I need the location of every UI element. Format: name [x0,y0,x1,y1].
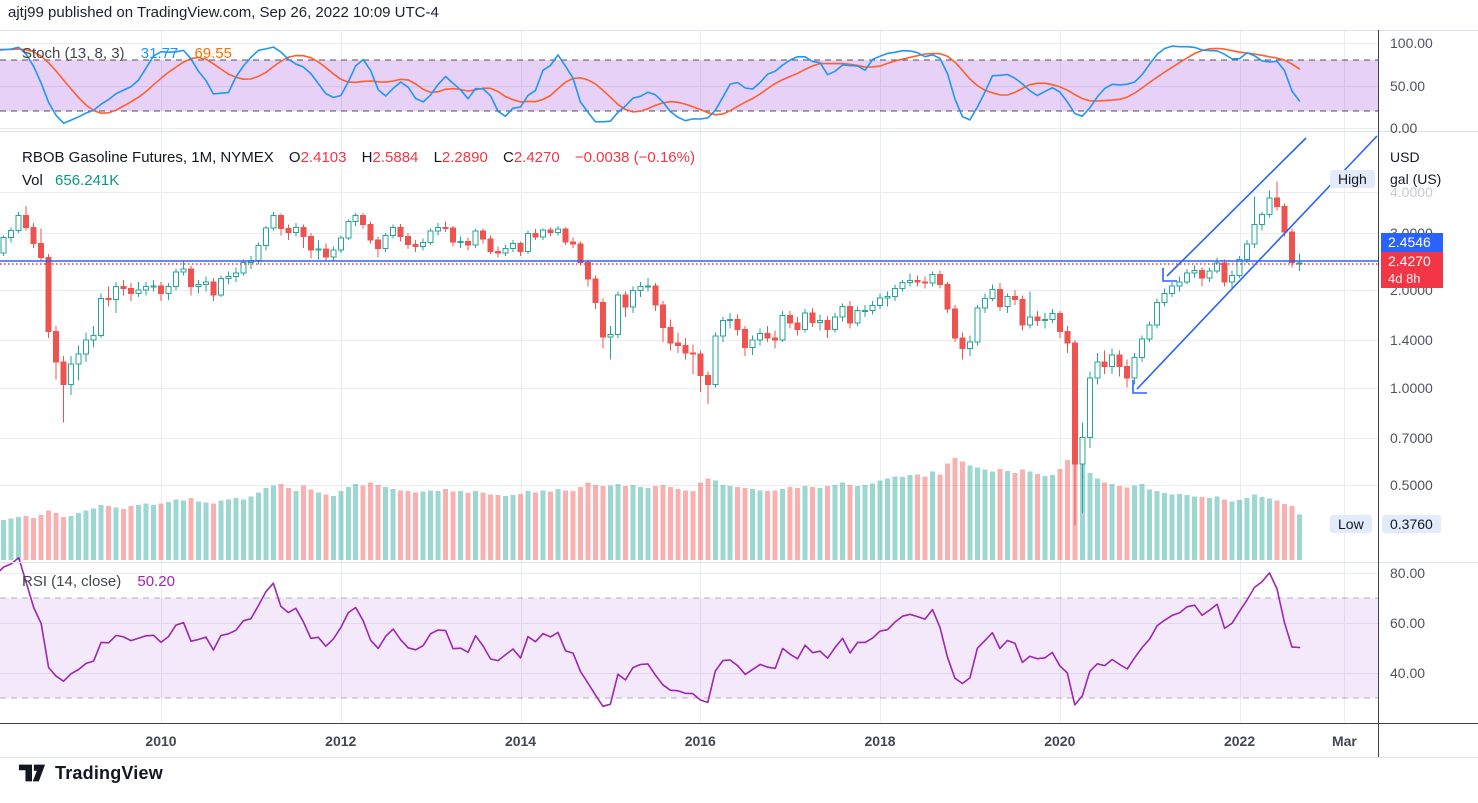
price-badge-alert: 2.4546 [1381,233,1443,252]
high-label: H [361,149,373,166]
symbol-title: RBOB Gasoline Futures, 1M, NYMEX [22,149,274,166]
volume-legend[interactable]: Vol 656.241K [22,172,119,189]
change-value: −0.0038 (−0.16%) [574,149,695,166]
close-value: 2.4270 [513,149,560,166]
symbol-legend[interactable]: RBOB Gasoline Futures, 1M, NYMEX O2.4103… [22,149,695,166]
price-axis-label: 1.4000 [1390,332,1433,349]
rsi-title: RSI (14, close) [22,573,122,590]
high-value: 2.5884 [372,149,419,166]
stoch-axis-label: 50.00 [1390,77,1426,94]
stoch-title: Stoch (13, 8, 3) [22,45,125,62]
bar-countdown: 4d 8h [1388,271,1421,286]
price-axis-label: 1.0000 [1390,379,1433,396]
tradingview-logo-icon [18,764,46,782]
rsi-axis-label: 40.00 [1390,665,1426,681]
open-value: 2.4103 [300,149,347,166]
low-label: L [433,149,442,166]
volume-value: 656.241K [55,172,120,189]
unit-measure: gal (US) [1390,171,1442,187]
time-axis-label: Mar [1331,733,1357,749]
low-price-axis-label: 0.3760 [1382,515,1441,533]
unit-currency: USD [1390,149,1420,165]
time-axis-label: 2016 [684,733,716,749]
publish-info: ajtj99 published on TradingView.com, Sep… [8,4,439,21]
stoch-k-value: 31.77 [140,45,179,62]
rsi-axis-label: 60.00 [1390,615,1426,631]
time-axis-label: 2018 [864,733,896,749]
rsi-value: 50.20 [137,573,175,590]
price-axis-label: 4.0000 [1390,184,1433,201]
volume-label: Vol [22,172,43,189]
stoch-legend[interactable]: Stoch (13, 8, 3) 31.77 69.55 [22,45,232,62]
open-label: O [288,149,301,166]
high-drawing-label[interactable]: High [1330,170,1375,188]
time-axis-label: 2020 [1044,733,1076,749]
low-value: 2.2890 [441,149,488,166]
time-axis-label: 2014 [504,733,537,749]
stoch-axis-label: 0.00 [1390,120,1418,136]
price-badge-last: 2.4270 4d 8h [1381,252,1443,288]
rsi-axis-label: 80.00 [1390,565,1426,581]
tradingview-logo-link[interactable]: TradingView [18,762,163,784]
last-price: 2.4270 [1388,253,1431,269]
stoch-d-value: 69.55 [194,45,232,62]
time-axis-label: 2010 [145,733,177,749]
stoch-axis-label: 100.00 [1390,35,1433,51]
time-axis-label: 2012 [325,733,357,749]
time-axis-label: 2022 [1223,733,1256,749]
close-label: C [502,149,514,166]
rsi-legend[interactable]: RSI (14, close) 50.20 [22,573,175,590]
price-axis-unit: USD gal (US) [1390,146,1441,190]
low-drawing-label[interactable]: Low [1330,515,1372,533]
price-axis-label: 0.5000 [1390,477,1433,494]
tradingview-brand-text: TradingView [55,762,163,783]
price-axis-label: 0.7000 [1390,429,1433,446]
